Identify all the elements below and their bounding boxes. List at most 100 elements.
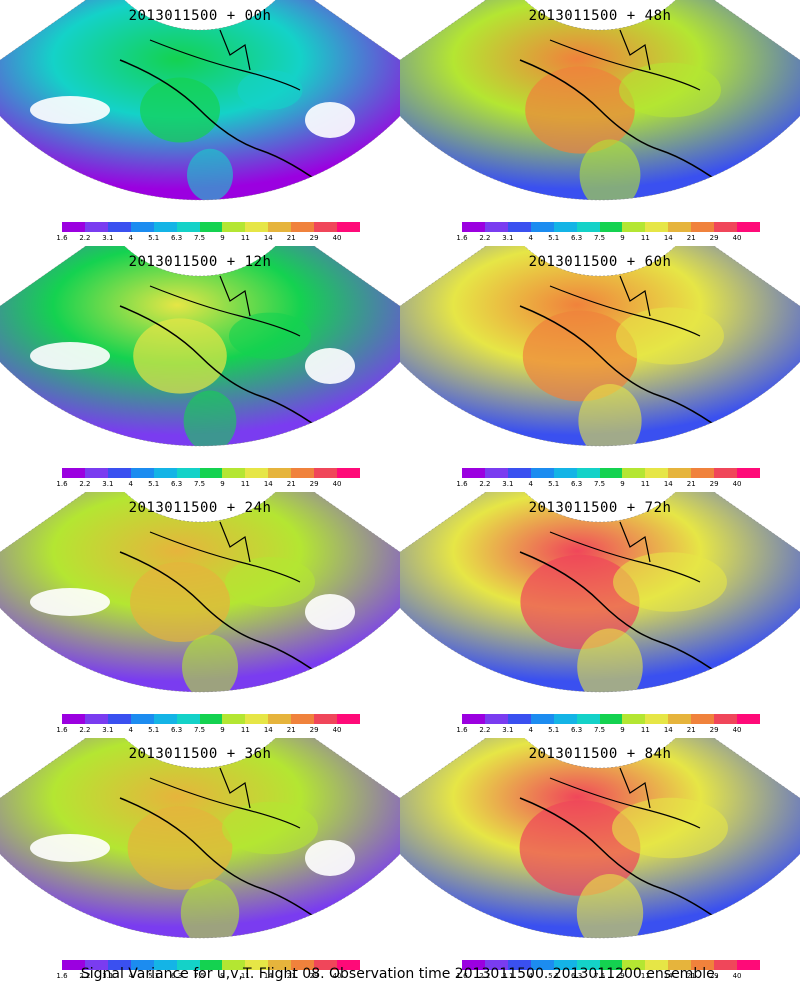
- colorbar: [462, 960, 760, 970]
- colorbar-tick-label: 4: [128, 972, 133, 980]
- colorbar-tick-label: 3.1: [102, 480, 114, 488]
- colorbar-swatch: [107, 222, 131, 232]
- colorbar-tick-label: 2.2: [479, 480, 491, 488]
- colorbar-tick-label: 40: [732, 972, 742, 980]
- colorbar-tick-label: 7.5: [593, 726, 606, 734]
- coastline: [149, 39, 301, 91]
- colorbar-tick-label: 1.6: [56, 726, 68, 734]
- colorbar-tick-label: 11: [240, 972, 250, 980]
- colorbar-tick-label: 4: [528, 972, 533, 980]
- colorbar-swatch: [268, 960, 292, 970]
- colorbar-swatch: [576, 468, 600, 478]
- colorbar-swatch: [245, 468, 269, 478]
- coastline: [549, 531, 701, 583]
- coastline: [149, 285, 301, 337]
- colorbar-tick-label: 11: [640, 480, 650, 488]
- colorbar-tick-label: 29: [709, 726, 719, 734]
- colorbar: [462, 714, 760, 724]
- colorbar: [462, 468, 760, 478]
- coastline: [219, 767, 251, 809]
- colorbar-swatch: [622, 222, 646, 232]
- colorbar-swatch: [268, 714, 292, 724]
- colorbar-swatch: [130, 714, 154, 724]
- colorbar-tick-label: 6.3: [171, 234, 183, 242]
- colorbar-swatch: [176, 714, 200, 724]
- colorbar-tick-label: 9: [220, 234, 225, 242]
- polar-map: [0, 492, 400, 693]
- colorbar-tick-label: 40: [732, 234, 742, 242]
- colorbar-ticks: 1.6 2.2 3.1 4 5.1 6.3 7.5 9 11 14 21 29 40: [456, 972, 760, 982]
- colorbar-swatch: [153, 468, 177, 478]
- colorbar-ticks: 1.6 2.2 3.1 4 5.1 6.3 7.5 9 11 14 21 29 40: [56, 726, 360, 736]
- colorbar-swatch: [337, 468, 360, 478]
- colorbar-swatch: [337, 714, 360, 724]
- colorbar-swatch: [737, 960, 760, 970]
- colorbar-tick-label: 2.2: [479, 972, 491, 980]
- colorbar-tick-label: 21: [686, 234, 696, 242]
- colorbar-swatch: [107, 960, 131, 970]
- map-panel: 2013011500 + 00h 1.6 2.2 3.1 4 5.1 6.3 7.5 9 11 1…: [0, 0, 400, 242]
- colorbar-tick-label: 3.1: [502, 972, 514, 980]
- colorbar: [62, 960, 360, 970]
- colorbar-swatch: [599, 714, 623, 724]
- colorbar-tick-label: 6.3: [171, 726, 183, 734]
- colorbar-tick-label: 9: [620, 726, 625, 734]
- colorbar-swatch: [268, 222, 292, 232]
- colorbar-swatch: [576, 960, 600, 970]
- colorbar-swatch: [484, 714, 508, 724]
- colorbar-swatch: [668, 468, 692, 478]
- colorbar-tick-label: 40: [332, 234, 342, 242]
- colorbar-swatch: [645, 468, 669, 478]
- colorbar-ticks: 1.6 2.2 3.1 4 5.1 6.3 7.5 9 11 14 21 29 40: [56, 234, 360, 244]
- colorbar-tick-label: 5.1: [548, 726, 560, 734]
- coastline: [549, 285, 701, 337]
- panel-title: 2013011500 + 24h: [128, 500, 272, 516]
- colorbar-swatch: [737, 468, 760, 478]
- colorbar-tick-label: 7.5: [193, 726, 206, 734]
- colorbar-swatch: [222, 714, 246, 724]
- colorbar-swatch: [622, 468, 646, 478]
- colorbar-tick-label: 21: [286, 726, 296, 734]
- colorbar-tick-label: 9: [220, 972, 225, 980]
- polar-map: [0, 246, 400, 447]
- coastline: [619, 767, 651, 809]
- map-panel: 2013011500 + 84h 1.6 2.2 3.1 4 5.1 6.3 7.5 9 11 1…: [400, 738, 800, 980]
- map-panel: 2013011500 + 24h 1.6 2.2 3.1 4 5.1 6.3 7.5 9 11 1…: [0, 492, 400, 734]
- colorbar-tick-label: 11: [240, 480, 250, 488]
- colorbar-tick-label: 21: [686, 480, 696, 488]
- colorbar-swatch: [176, 222, 200, 232]
- colorbar-swatch: [599, 960, 623, 970]
- colorbar-ticks: 1.6 2.2 3.1 4 5.1 6.3 7.5 9 11 14 21 29 40: [56, 972, 360, 982]
- colorbar-swatch: [107, 468, 131, 478]
- colorbar-swatch: [599, 222, 623, 232]
- colorbar-tick-label: 21: [286, 234, 296, 242]
- coastline: [519, 551, 731, 683]
- colorbar-tick-label: 3.1: [502, 480, 514, 488]
- colorbar-tick-label: 21: [286, 480, 296, 488]
- colorbar-swatch: [576, 714, 600, 724]
- colorbar-swatch: [691, 468, 715, 478]
- colorbar-swatch: [714, 222, 738, 232]
- colorbar-swatch: [153, 714, 177, 724]
- colorbar-swatch: [62, 960, 85, 970]
- colorbar-swatch: [199, 960, 223, 970]
- coastline: [119, 797, 331, 929]
- colorbar-swatch: [176, 468, 200, 478]
- colorbar-tick-label: 29: [309, 480, 319, 488]
- colorbar-swatch: [691, 714, 715, 724]
- colorbar-tick-label: 29: [309, 234, 319, 242]
- colorbar-swatch: [130, 960, 154, 970]
- colorbar-tick-label: 3.1: [502, 726, 514, 734]
- colorbar-swatch: [176, 960, 200, 970]
- colorbar-tick-label: 7.5: [193, 234, 206, 242]
- coastline: [519, 797, 731, 929]
- colorbar-tick-label: 40: [732, 480, 742, 488]
- colorbar-swatch: [107, 714, 131, 724]
- map-panel: 2013011500 + 48h 1.6 2.2 3.1 4 5.1 6.3 7.5 9 11 1…: [400, 0, 800, 242]
- colorbar-swatch: [291, 468, 315, 478]
- colorbar-tick-label: 11: [640, 726, 650, 734]
- colorbar-tick-label: 14: [263, 972, 273, 980]
- colorbar-tick-label: 40: [732, 726, 742, 734]
- colorbar-tick-label: 7.5: [593, 234, 606, 242]
- colorbar-swatch: [84, 222, 108, 232]
